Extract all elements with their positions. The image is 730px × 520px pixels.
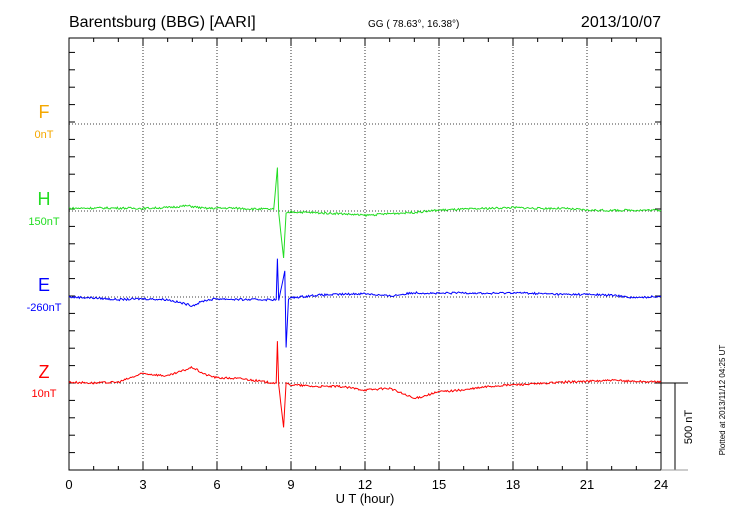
baseline-value-Z: 10nT [31,388,56,400]
x-tick-label: 6 [213,477,220,492]
x-tick-label: 21 [580,477,594,492]
component-label-E: E [38,275,50,295]
baseline-value-F: 0nT [35,129,54,141]
x-tick-label: 24 [654,477,668,492]
chart-date: 2013/10/07 [581,14,661,31]
x-axis-label: U T (hour) [336,491,395,506]
trace-E [68,258,662,348]
x-tick-label: 15 [432,477,446,492]
trace-H [68,167,662,259]
baseline-value-H: 150nT [28,216,59,228]
x-tick-label: 18 [506,477,520,492]
x-tick-label: 3 [139,477,146,492]
component-label-F: F [39,102,50,122]
x-tick-label: 12 [358,477,372,492]
x-tick-label: 0 [65,477,72,492]
component-label-H: H [38,189,51,209]
station-coords: GG ( 78.63°, 16.38°) [368,19,459,30]
x-tick-label: 9 [287,477,294,492]
trace-Z [68,341,662,428]
chart-title: Barentsburg (BBG) [AARI] [69,14,256,31]
scale-bar-label: 500 nT [683,410,695,445]
baseline-value-E: -260nT [27,302,62,314]
component-label-Z: Z [39,362,50,382]
plotted-note: Plotted at 2013/11/12 04:25 UT [718,345,727,456]
